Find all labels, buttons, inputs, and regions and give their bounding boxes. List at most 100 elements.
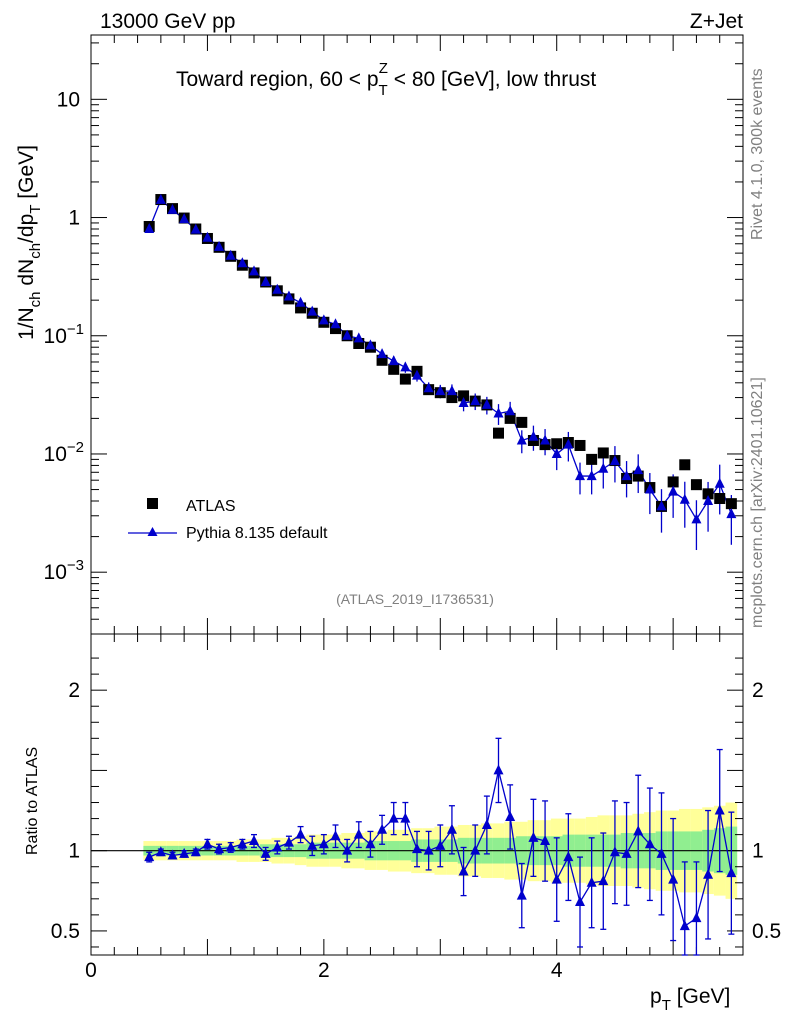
ratio-point [656,847,667,858]
ratio-point [540,835,551,846]
ratio-point [691,912,702,923]
pythia-point [435,385,446,396]
ratio-y-axis-title: Ratio to ATLAS [24,747,41,855]
ratio-point [318,838,329,849]
ratio-point [237,838,248,849]
x-axis-title: pT [GeV] [650,985,730,1014]
atlas-point [667,476,679,488]
x-tick-label: 2 [318,959,330,982]
ratio-point [400,812,411,823]
atlas-point [504,412,516,424]
pythia-point [621,470,632,481]
ratio-point [621,847,632,858]
ratio-point [155,846,166,857]
ratio-tick-label-left: 1 [68,840,80,863]
pythia-point [283,290,294,301]
process-label: Z+Jet [690,10,743,33]
pythia-point [540,434,551,445]
atlas-point [539,439,551,451]
pythia-point [633,464,644,475]
ratio-point [272,841,283,852]
pythia-point [609,455,620,466]
ratio-point [644,838,655,849]
atlas-point [551,438,563,450]
pythia-point [470,395,481,406]
x-tick-label: 4 [551,959,563,982]
atlas-point [714,493,726,505]
pythia-point [144,222,155,233]
ratio-point [167,849,178,860]
legend-pythia-label: Pythia 8.135 default [186,525,328,542]
pythia-point [703,495,714,506]
ratio-point [470,844,481,855]
source-label: mcplots.cern.ch [arXiv:2401.10621] [749,377,766,628]
ratio-point [190,846,201,857]
ratio-point [365,838,376,849]
ratio-point [598,875,609,886]
ratio-point [202,838,213,849]
ratio-point [214,843,225,854]
pythia-point [237,257,248,268]
pythia-point [586,470,597,481]
y-tick-label: 10−1 [44,321,84,348]
ratio-point [283,836,294,847]
pythia-point [307,305,318,316]
atlas-point [388,363,400,375]
ratio-point [377,823,388,834]
ratio-point [435,839,446,850]
ratio-point [330,830,341,841]
pythia-point [714,477,725,488]
ratio-panel: 2 21 10.5 0.50 2 4 [51,633,781,982]
pythia-point [505,405,516,416]
pythia-point [225,249,236,260]
atlas-point [353,337,365,349]
ratio-point [505,810,516,821]
analysis-label: (ATLAS_2019_I1736531) [336,591,494,607]
pythia-point [342,329,353,340]
pythia-point [481,398,492,409]
ratio-point [516,889,527,900]
ratio-point [714,804,725,815]
pythia-point [726,508,737,519]
ratio-point [493,764,504,775]
ratio-frame [90,633,744,956]
pythia-point [260,275,271,286]
pythia-point [516,434,527,445]
ratio-point [388,812,399,823]
pythia-point [190,223,201,234]
ratio-point [528,831,539,842]
pythia-point [318,314,329,325]
atlas-point [679,459,691,471]
ratio-point [342,844,353,855]
pythia-point [598,462,609,473]
atlas-point [702,488,714,500]
ratio-tick-label-right: 2 [752,679,764,702]
pythia-point [377,348,388,359]
ratio-tick-label-right: 1 [752,840,764,863]
ratio-point [412,843,422,854]
ratio-point [586,876,597,887]
ratio-point [679,920,690,931]
ratio-point [446,823,457,834]
atlas-point [516,416,528,428]
y-tick-label: 10 [57,88,80,111]
atlas-point [597,447,609,459]
pythia-series-line [148,198,732,521]
x-tick-label: 0 [85,959,97,982]
ratio-point [179,847,190,858]
y-tick-label: 10−2 [44,439,84,466]
ratio-point [249,835,259,846]
legend-pythia-marker [147,527,158,536]
pythia-point [458,396,469,407]
ratio-point [353,828,364,839]
pythia-point [214,240,225,251]
atlas-point [632,470,644,482]
main-frame [90,34,744,635]
ratio-point [575,896,585,907]
ratio-point [225,841,236,852]
ratio-point [563,851,574,862]
ratio-point [423,844,434,855]
pythia-point [493,407,504,418]
pythia-point [656,500,667,511]
